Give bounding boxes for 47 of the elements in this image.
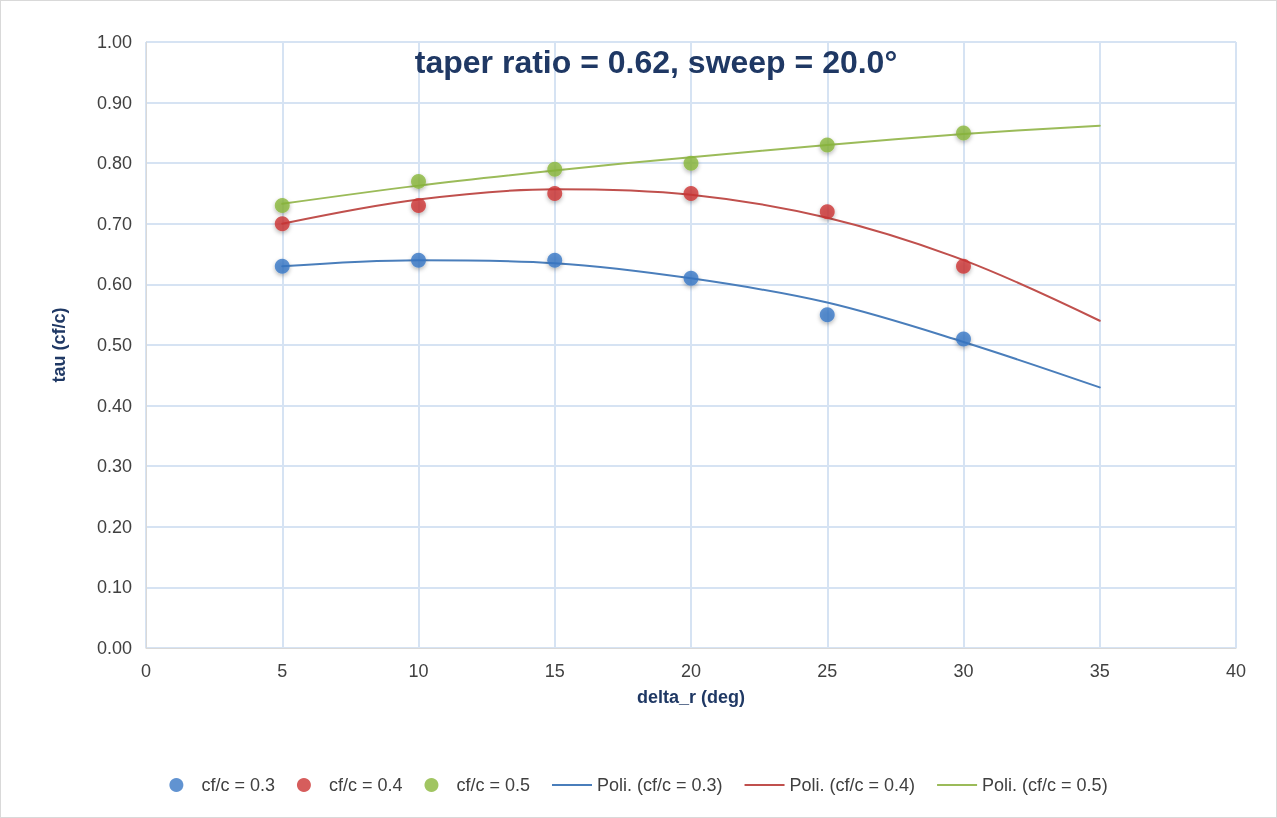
y-tick-label: 0.50 [96, 335, 132, 355]
point [683, 155, 699, 171]
x-tick-label: 40 [1225, 661, 1247, 681]
point [956, 258, 971, 274]
y-tick-label: 0.30 [96, 456, 132, 477]
point [411, 173, 426, 189]
x-tick-label: 20 [680, 661, 702, 681]
x-axis-title: delta_r (deg) [636, 687, 746, 707]
x-tick-label: 5 [277, 661, 288, 681]
point [683, 186, 699, 201]
x-tick-label: 35 [1089, 661, 1110, 681]
legend-label: Poli. (cf/c = 0.5) [982, 775, 1108, 795]
point [411, 252, 426, 268]
x-tick-label: 30 [953, 661, 974, 681]
point [547, 252, 563, 268]
y-axis-title: tau (cf/c) [49, 307, 69, 383]
chart-title: taper ratio = 0.62, sweep = 20.0° [414, 44, 898, 80]
point [274, 216, 290, 232]
y-tick-label: 0.40 [96, 395, 132, 416]
y-tick-label: 0.90 [96, 92, 132, 113]
point [547, 186, 563, 201]
y-tick-label: 0.60 [96, 274, 132, 295]
legend-label: Poli. (cf/c = 0.4) [789, 775, 916, 795]
point [819, 137, 835, 153]
point [819, 204, 835, 220]
point [411, 198, 426, 214]
point [683, 270, 699, 286]
x-tick-label: 0 [140, 661, 152, 681]
point [547, 161, 563, 177]
y-tick-label: 0.20 [96, 516, 132, 537]
x-tick-label: 15 [544, 661, 565, 681]
y-tick-label: 0.10 [96, 577, 132, 598]
legend-label: cf/c = 0.5 [456, 775, 530, 795]
x-tick-label: 25 [817, 661, 838, 681]
y-tick-label: 0.70 [96, 213, 132, 234]
y-tick-label: 0.00 [96, 638, 132, 658]
y-tick-label: 0.80 [96, 153, 132, 174]
point [819, 307, 835, 323]
legend-label: cf/c = 0.4 [328, 775, 403, 795]
point [274, 198, 290, 214]
legend-label: cf/c = 0.3 [201, 775, 275, 795]
point [274, 258, 290, 274]
point [956, 125, 971, 141]
legend-label: Poli. (cf/c = 0.3) [596, 775, 723, 795]
x-tick-label: 10 [408, 661, 429, 681]
y-tick-label: 1.00 [96, 32, 132, 52]
point [956, 331, 971, 347]
